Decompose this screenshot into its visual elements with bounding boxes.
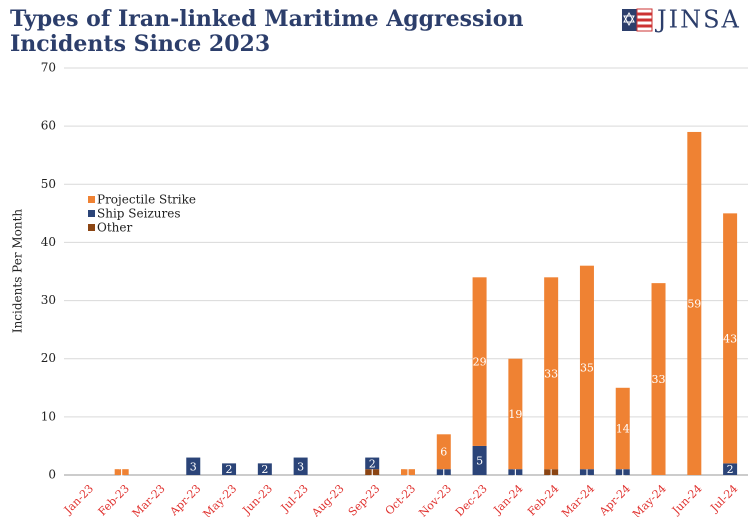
y-tick-label: 20 — [41, 351, 56, 365]
bar-segment — [508, 469, 523, 475]
bar-segment — [579, 265, 594, 470]
x-tick-label: Feb-24 — [525, 482, 561, 517]
value-label: 2 — [226, 463, 233, 476]
x-tick-label: Mar-24 — [559, 482, 597, 517]
value-label: 59 — [687, 297, 701, 310]
value-label: 6 — [440, 446, 447, 459]
value-label: 1 — [583, 466, 590, 479]
x-tick-label: Jun-24 — [669, 482, 705, 517]
y-tick-label: 40 — [41, 235, 56, 249]
bar-segment — [723, 463, 738, 475]
value-label: 14 — [616, 422, 630, 435]
bar-segment — [615, 387, 630, 470]
value-label: 2 — [261, 463, 268, 476]
logo-icon — [622, 8, 653, 32]
value-label: 5 — [476, 454, 483, 467]
bar-segment — [472, 445, 487, 475]
bar-segment — [579, 469, 594, 475]
bar-segment — [365, 457, 380, 470]
logo: JINSA — [654, 6, 741, 34]
value-label: 2 — [727, 463, 734, 476]
value-label: 1 — [619, 466, 626, 479]
x-tick-label: Jul-23 — [278, 482, 311, 515]
value-label: 2 — [369, 457, 376, 470]
x-tick-label: Mar-23 — [130, 482, 168, 517]
x-tick-label: Aug-23 — [309, 482, 347, 517]
x-tick-label: Apr-23 — [167, 482, 204, 517]
bar-segment — [293, 457, 308, 475]
x-tick-label: Jul-24 — [707, 482, 740, 515]
bar-segment — [508, 358, 523, 470]
legend-label: Other — [97, 221, 132, 235]
x-tick-label: May-23 — [201, 482, 240, 517]
bar-segment — [114, 469, 129, 475]
value-label: 1 — [548, 466, 555, 479]
x-tick-label: Dec-23 — [453, 482, 490, 517]
bar-segment — [186, 457, 201, 475]
x-tick-label: Jun-23 — [240, 482, 276, 517]
value-label: 1 — [440, 466, 447, 479]
value-label: 3 — [190, 460, 197, 473]
legend-label: Projectile Strike — [97, 193, 196, 207]
bar-segment — [687, 131, 702, 475]
y-tick-label: 10 — [41, 409, 56, 423]
chart-title: Incidents Since 2023 — [10, 31, 270, 57]
bar-segment — [544, 277, 559, 470]
x-tick-label: May-24 — [630, 482, 669, 517]
x-tick-label: Jan-23 — [61, 482, 96, 517]
x-tick-label: Apr-24 — [596, 482, 633, 517]
value-label: 1 — [369, 466, 376, 479]
legend-label: Ship Seizures — [97, 207, 181, 221]
y-tick-label: 70 — [41, 61, 56, 75]
value-label: 1 — [512, 466, 519, 479]
y-tick-label: 0 — [48, 468, 56, 482]
bar-segment — [436, 469, 451, 475]
x-tick-label: Feb-23 — [96, 482, 132, 517]
bar-segment — [257, 463, 272, 475]
value-label: 33 — [544, 367, 558, 380]
bar-segment — [436, 434, 451, 470]
bar-segment — [365, 469, 380, 475]
value-label: 35 — [580, 361, 594, 374]
bar-segment — [222, 463, 237, 475]
x-tick-label: Oct-23 — [383, 482, 419, 517]
value-label: 33 — [652, 373, 666, 386]
value-label: 1 — [118, 466, 125, 479]
y-tick-label: 50 — [41, 177, 56, 191]
legend-swatch — [88, 224, 95, 231]
legend-swatch — [88, 210, 95, 217]
bar-segment — [651, 283, 666, 475]
x-tick-label: Jan-24 — [490, 482, 525, 517]
value-label: 29 — [473, 356, 487, 369]
x-tick-label: Nov-23 — [416, 482, 454, 517]
value-label: 19 — [508, 408, 522, 421]
chart-title: Types of Iran-linked Maritime Aggression — [10, 6, 523, 32]
x-tick-label: Sep-23 — [346, 482, 383, 517]
legend-swatch — [88, 196, 95, 203]
value-label: 43 — [723, 332, 737, 345]
value-label: 1 — [405, 466, 412, 479]
bar-segment — [401, 469, 415, 475]
bar-segment — [472, 277, 487, 446]
y-axis-title: Incidents Per Month — [11, 209, 25, 334]
y-tick-label: 60 — [41, 119, 56, 133]
y-tick-label: 30 — [41, 293, 56, 307]
value-label: 3 — [297, 460, 304, 473]
bar-segment — [723, 213, 738, 464]
bar-segment — [544, 469, 559, 475]
bar-segment — [615, 469, 630, 475]
